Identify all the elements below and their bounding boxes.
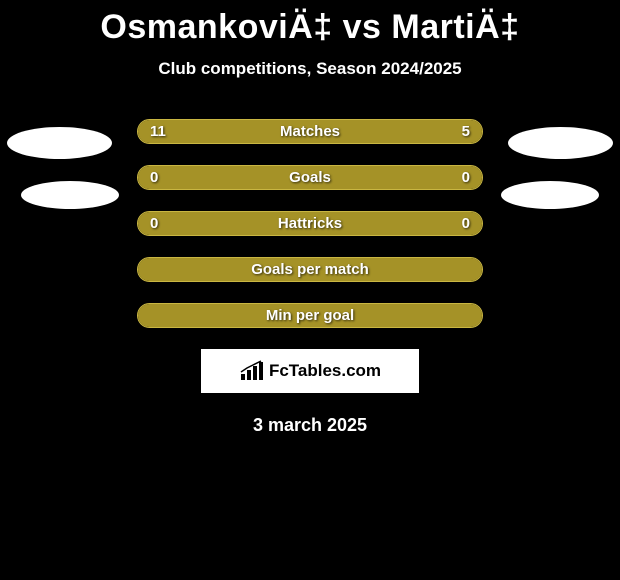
page-title: OsmankoviÄ‡ vs MartiÄ‡ <box>0 0 620 47</box>
stat-bars: 115Matches 00Goals 00Hattricks Goals per ma… <box>137 119 483 328</box>
stat-row: 00Goals <box>137 165 483 190</box>
stat-label: Goals per match <box>138 258 482 281</box>
avatar-right-bottom <box>501 181 599 209</box>
chart-icon <box>239 360 265 382</box>
avatar-right-top <box>508 127 613 159</box>
avatar-left-top <box>7 127 112 159</box>
stat-label: Min per goal <box>138 304 482 327</box>
stat-row: Goals per match <box>137 257 483 282</box>
stat-row: 115Matches <box>137 119 483 144</box>
stat-label: Hattricks <box>138 212 482 235</box>
stat-label: Goals <box>138 166 482 189</box>
avatar-left-bottom <box>21 181 119 209</box>
stat-label: Matches <box>138 120 482 143</box>
branding-text: FcTables.com <box>269 361 381 381</box>
branding: FcTables.com <box>201 349 419 393</box>
stats-area: 115Matches 00Goals 00Hattricks Goals per ma… <box>0 119 620 328</box>
subtitle: Club competitions, Season 2024/2025 <box>0 59 620 79</box>
stat-row: 00Hattricks <box>137 211 483 236</box>
date: 3 march 2025 <box>0 415 620 436</box>
stat-row: Min per goal <box>137 303 483 328</box>
